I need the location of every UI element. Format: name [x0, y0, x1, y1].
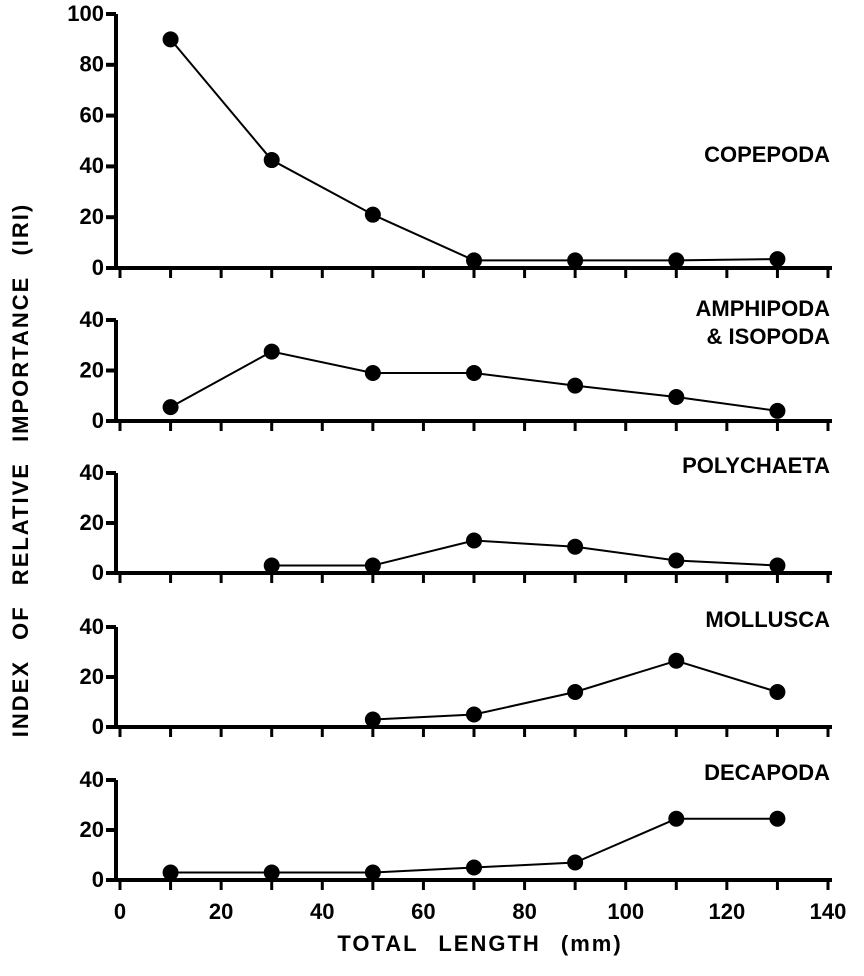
data-point — [567, 377, 584, 394]
data-point — [668, 389, 685, 406]
data-point — [668, 552, 685, 569]
y-tick-label: 0 — [92, 408, 104, 433]
panel-title: MOLLUSCA — [705, 607, 830, 632]
y-tick-label: 20 — [80, 357, 104, 382]
y-tick-label: 40 — [80, 460, 104, 485]
y-tick-label: 80 — [80, 52, 104, 77]
x-tick-label: 100 — [607, 899, 644, 924]
data-point — [567, 252, 584, 269]
data-point — [769, 684, 786, 700]
data-point — [364, 365, 381, 382]
y-tick-label: 40 — [80, 153, 104, 178]
data-point — [668, 810, 685, 827]
y-tick-label: 100 — [67, 1, 104, 26]
data-point — [769, 402, 786, 419]
x-tick-label: 140 — [810, 899, 847, 924]
data-point — [364, 206, 381, 223]
x-tick-label: 60 — [411, 899, 435, 924]
y-tick-label: 0 — [92, 255, 104, 280]
y-tick-label: 0 — [92, 714, 104, 739]
data-point — [263, 343, 280, 360]
panel-title: & ISOPODA — [707, 324, 831, 349]
panel-title: DECAPODA — [704, 760, 830, 785]
data-point — [567, 854, 584, 871]
data-point — [364, 711, 381, 728]
x-tick-label: 120 — [708, 899, 745, 924]
data-point — [668, 252, 685, 269]
panel-title: AMPHIPODA — [696, 296, 831, 321]
y-tick-label: 0 — [92, 867, 104, 892]
panel-title: COPEPODA — [704, 142, 830, 167]
x-axis-label: TOTAL LENGTH (mm) — [337, 931, 622, 956]
series-line — [170, 350, 778, 412]
data-point — [263, 152, 280, 169]
data-point — [466, 365, 482, 382]
data-point — [466, 706, 482, 723]
data-point — [364, 557, 381, 574]
panel-title: POLYCHAETA — [682, 453, 830, 478]
y-tick-label: 40 — [80, 614, 104, 639]
data-point — [162, 864, 179, 881]
data-point — [466, 859, 482, 876]
data-point — [567, 538, 584, 555]
y-tick-label: 20 — [80, 204, 104, 229]
x-tick-label: 80 — [512, 899, 536, 924]
data-point — [364, 864, 381, 881]
x-tick-label: 20 — [209, 899, 233, 924]
x-tick-label: 40 — [310, 899, 334, 924]
data-point — [466, 532, 482, 549]
data-point — [162, 399, 179, 416]
x-tick-label: 0 — [114, 899, 126, 924]
data-point — [162, 31, 179, 48]
data-point — [769, 251, 786, 268]
y-tick-label: 20 — [80, 664, 104, 689]
y-tick-label: 20 — [80, 510, 104, 535]
data-point — [567, 684, 584, 700]
y-tick-label: 0 — [92, 560, 104, 585]
series-line — [271, 539, 778, 567]
series-line — [169, 38, 778, 262]
y-tick-label: 20 — [80, 817, 104, 842]
data-point — [769, 810, 786, 827]
data-point — [769, 557, 786, 574]
data-point — [263, 864, 280, 881]
y-tick-label: 60 — [80, 102, 104, 127]
data-point — [466, 252, 482, 269]
y-axis-label: INDEX OF RELATIVE IMPORTANCE (IRI) — [8, 203, 33, 737]
y-tick-label: 40 — [80, 307, 104, 332]
y-tick-label: 40 — [80, 767, 104, 792]
data-point — [668, 652, 685, 669]
data-point — [263, 557, 280, 574]
